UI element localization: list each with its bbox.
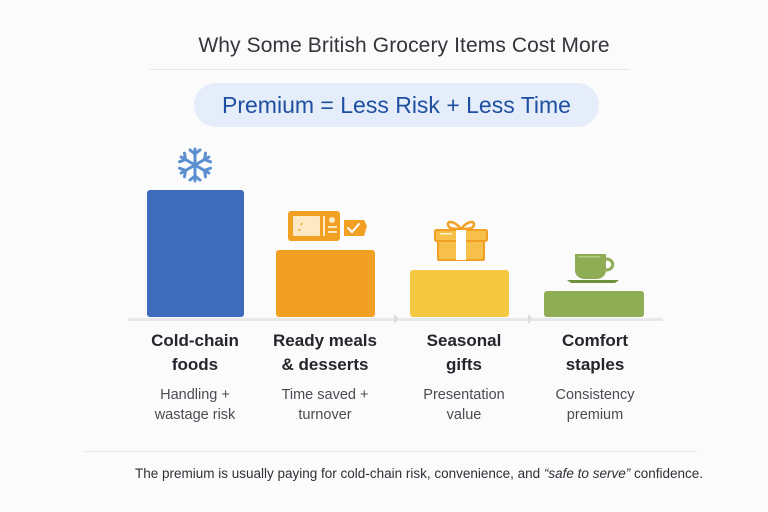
category-title-line: Seasonal: [426, 331, 502, 350]
category-subtitle-line: value: [446, 407, 482, 423]
bar-seasonal-gifts: [410, 270, 509, 317]
category-title-line: gifts: [446, 355, 482, 374]
category-subtitle: Handling + wastage risk: [130, 385, 260, 425]
snowflake-icon: [177, 147, 213, 183]
category-title-line: & desserts: [281, 355, 369, 374]
footer-italic: “safe to serve”: [543, 466, 631, 481]
category-subtitle: Time saved + turnover: [260, 385, 390, 425]
arrow-marker: [394, 314, 399, 324]
formula-text: Premium = Less Risk + Less Time: [222, 91, 571, 118]
bar-cold-chain: [147, 190, 244, 317]
category-title: Ready meals & desserts: [260, 329, 390, 377]
category-subtitle-line: Consistency: [555, 387, 635, 403]
footer-note: The premium is usually paying for cold-c…: [0, 466, 768, 481]
category-title-line: Cold-chain: [151, 331, 239, 350]
category-ready-meals: Ready meals & desserts Time saved + turn…: [260, 329, 390, 425]
category-subtitle-line: wastage risk: [154, 407, 236, 423]
gift-icon: [434, 220, 488, 261]
category-title: Cold-chain foods: [130, 329, 260, 377]
footer-text-end: confidence.: [630, 466, 704, 481]
category-title: Seasonal gifts: [399, 329, 529, 377]
category-title-line: Ready meals: [273, 331, 377, 350]
category-subtitle-line: turnover: [298, 407, 352, 423]
category-title: Comfort staples: [530, 329, 660, 377]
formula-pill: Premium = Less Risk + Less Time: [194, 83, 599, 127]
category-subtitle-line: premium: [566, 407, 624, 423]
category-subtitle: Presentation value: [399, 385, 529, 425]
category-subtitle-line: Handling +: [160, 387, 230, 403]
category-title-line: Comfort: [561, 331, 629, 350]
teacup-icon: [567, 254, 619, 283]
bar-ready-meals: [276, 250, 375, 317]
category-seasonal-gifts: Seasonal gifts Presentation value: [399, 329, 529, 425]
page-title: Why Some British Grocery Items Cost More: [198, 34, 610, 57]
footer-divider: [85, 451, 697, 452]
microwave-icon: [288, 211, 367, 241]
category-subtitle-line: Presentation: [423, 387, 505, 403]
category-cold-chain: Cold-chain foods Handling + wastage risk: [130, 329, 260, 425]
category-subtitle: Consistency premium: [530, 385, 660, 425]
bar-comfort-staples: [544, 291, 644, 317]
category-title-line: foods: [171, 355, 219, 374]
category-title-line: staples: [565, 355, 625, 374]
arrow-marker: [528, 314, 533, 324]
category-subtitle-line: Time saved +: [281, 387, 369, 403]
category-comfort-staples: Comfort staples Consistency premium: [530, 329, 660, 425]
title-divider: [150, 69, 630, 70]
footer-text: The premium is usually paying for cold-c…: [134, 466, 544, 481]
